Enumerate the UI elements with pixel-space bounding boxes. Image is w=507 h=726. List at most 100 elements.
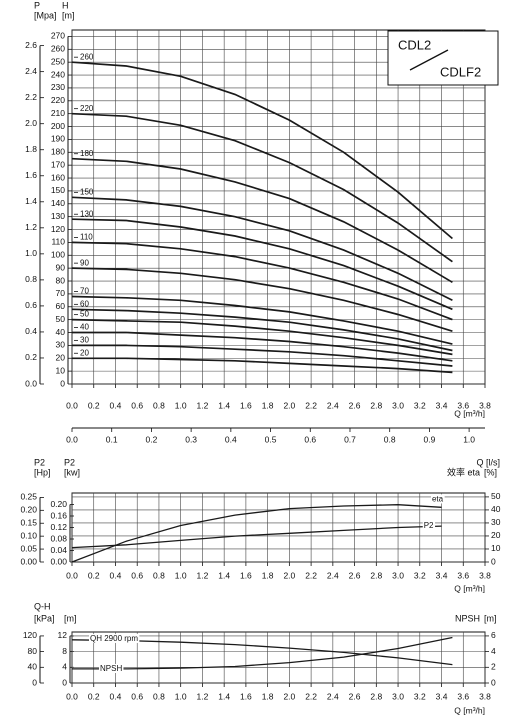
y-tick-label: 200	[51, 121, 65, 131]
curve	[71, 318, 453, 356]
x-tick-label: 3.4	[436, 570, 448, 580]
y-tick-label: 0.0	[25, 378, 37, 388]
x-tick-label: 0.4	[110, 570, 122, 580]
y2-tick-label: 40	[491, 504, 501, 514]
curve-label: 40	[80, 323, 89, 332]
y-tick-label: 50	[56, 314, 66, 324]
y-axis-unit: [Mpa]	[34, 10, 57, 20]
y-tick-label: 8	[62, 646, 67, 656]
x2-tick-label: 0.8	[384, 434, 396, 444]
x-tick-label: 3.2	[414, 570, 426, 580]
y-tick-label: 12	[58, 630, 68, 640]
x-tick-label: 3.8	[479, 691, 491, 701]
y-tick-label: 0.00	[50, 556, 67, 566]
y-tick-label: 20	[56, 353, 66, 363]
y-tick-label: 0	[62, 677, 67, 687]
x-tick-label: 3.0	[392, 570, 404, 580]
y-axis-unit: [Hp]	[34, 467, 51, 477]
y-tick-label: 60	[56, 301, 66, 311]
y-tick-label: 70	[56, 288, 66, 298]
y-axis-label: H	[62, 0, 69, 10]
y2-tick-label: 0	[491, 677, 496, 687]
y-axis-unit: [kw]	[64, 467, 80, 477]
y-tick-label: 0.05	[20, 543, 37, 553]
y-tick-label: 230	[51, 82, 65, 92]
x-tick-label: 3.2	[414, 400, 426, 410]
y-tick-label: 0.25	[20, 492, 37, 502]
x2-tick-label: 1.0	[463, 434, 475, 444]
x-tick-label: 2.0	[283, 400, 295, 410]
curve-label: 150	[80, 187, 94, 196]
curve	[71, 112, 453, 263]
y-tick-label: 140	[51, 198, 65, 208]
curve-label: 20	[80, 348, 89, 357]
x-tick-label: 2.2	[305, 691, 317, 701]
curve-label: QH 2900 rpm	[90, 634, 138, 643]
y-tick-label: 1.6	[25, 170, 37, 180]
x-tick-label: 0.8	[153, 570, 165, 580]
curve	[71, 196, 453, 302]
y-tick-label: 80	[56, 275, 66, 285]
curve-label: 50	[80, 310, 89, 319]
y-axis-label: P2	[64, 457, 75, 467]
x-tick-label: 1.6	[240, 691, 252, 701]
y-tick-label: 180	[51, 147, 65, 157]
curve	[71, 61, 453, 240]
curve	[71, 241, 453, 321]
x-tick-label: 1.4	[218, 570, 230, 580]
curve	[72, 636, 453, 670]
y-tick-label: 150	[51, 185, 65, 195]
x-tick-label: 0.2	[88, 691, 100, 701]
y-tick-label: 0.00	[20, 556, 37, 566]
x2-tick-label: 0.7	[344, 434, 356, 444]
x-tick-label: 1.8	[262, 400, 274, 410]
y-tick-label: 240	[51, 69, 65, 79]
x-tick-label: 1.8	[262, 570, 274, 580]
x-tick-label: 2.2	[305, 400, 317, 410]
y-tick-label: 100	[51, 250, 65, 260]
y-tick-label: 1.4	[25, 196, 37, 206]
y-tick-label: 170	[51, 159, 65, 169]
y-tick-label: 0.04	[50, 545, 67, 555]
y-axis-unit: [m]	[62, 10, 75, 20]
curve	[71, 525, 442, 549]
x-tick-label: 3.4	[436, 691, 448, 701]
y-tick-label: 2.4	[25, 66, 37, 76]
y-tick-label: 0.20	[20, 505, 37, 515]
y-tick-label: 130	[51, 211, 65, 221]
x-tick-label: 1.2	[197, 400, 209, 410]
x-tick-label: 1.4	[218, 691, 230, 701]
y-tick-label: 0	[60, 378, 65, 388]
curve-label: 90	[80, 258, 89, 267]
x-tick-label: 0.0	[66, 400, 78, 410]
x-tick-label: 0.6	[131, 570, 143, 580]
model-divider	[409, 49, 449, 71]
y-axis-unit: [kPa]	[34, 613, 55, 623]
curve	[71, 295, 453, 345]
y-tick-label: 1.8	[25, 144, 37, 154]
x-tick-label: 3.8	[479, 400, 491, 410]
curve	[71, 157, 453, 284]
x-tick-label: 3.6	[457, 691, 469, 701]
x-tick-label: 2.2	[305, 570, 317, 580]
y2-tick-label: 10	[491, 543, 501, 553]
x-tick-label: 0.8	[153, 400, 165, 410]
y2-tick-label: 4	[491, 646, 496, 656]
x-tick-label: 3.8	[479, 570, 491, 580]
model-name: CDLF2	[440, 64, 481, 79]
curve-label: 110	[80, 233, 93, 242]
x-tick-label: 3.0	[392, 400, 404, 410]
x-tick-label: 0.0	[66, 570, 78, 580]
x-tick-label: 1.8	[262, 691, 274, 701]
curve-label: eta	[432, 494, 444, 503]
x2-tick-label: 0.5	[265, 434, 277, 444]
y2-axis-label: 效率 eta	[447, 466, 480, 477]
x-tick-label: 0.4	[110, 400, 122, 410]
y-tick-label: 0.20	[50, 499, 67, 509]
curve-label: 220	[80, 104, 94, 113]
y-tick-label: 90	[56, 262, 66, 272]
x-tick-label: 1.4	[218, 400, 230, 410]
y-tick-label: 10	[56, 365, 66, 375]
curve	[72, 357, 453, 374]
x-tick-label: 0.0	[66, 691, 78, 701]
